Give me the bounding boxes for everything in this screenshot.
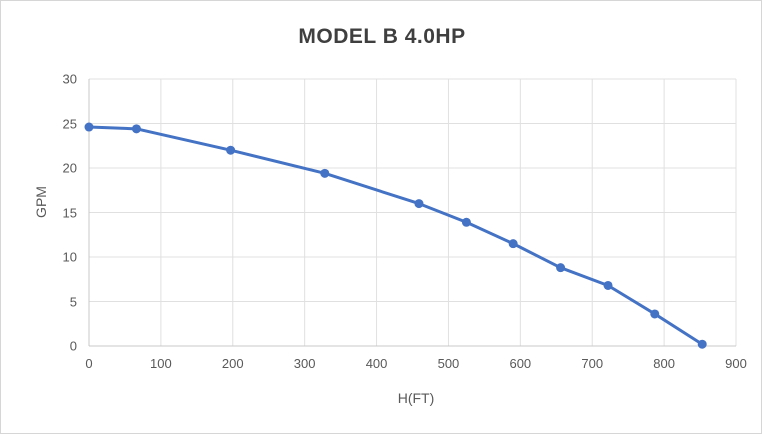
x-tick-label: 900 xyxy=(725,356,747,371)
y-tick-label: 10 xyxy=(62,249,77,265)
data-point-marker xyxy=(508,239,518,249)
y-tick-label: 30 xyxy=(62,71,77,87)
x-tick-label: 500 xyxy=(437,356,460,371)
x-tick-label: 400 xyxy=(365,356,388,371)
data-point-marker xyxy=(697,339,707,349)
data-point-marker xyxy=(226,145,236,155)
x-tick-label: 600 xyxy=(509,356,532,371)
x-tick-label: 0 xyxy=(85,356,93,371)
data-point-marker xyxy=(131,124,141,134)
data-point-marker xyxy=(461,217,471,227)
y-tick-label: 0 xyxy=(69,338,77,354)
x-axis-title: H(FT) xyxy=(397,390,435,406)
data-point-marker xyxy=(603,280,613,290)
data-series-line xyxy=(87,125,704,346)
data-point-marker xyxy=(320,168,330,178)
chart-title: MODEL B 4.0HP xyxy=(298,25,466,48)
x-tick-label: 700 xyxy=(581,356,604,371)
x-tick-label: 100 xyxy=(150,356,172,371)
data-point-marker xyxy=(84,122,94,132)
x-tick-label: 300 xyxy=(293,356,316,371)
y-tick-label: 20 xyxy=(62,160,77,176)
x-tick-label: 800 xyxy=(653,356,675,371)
x-tick-label: 200 xyxy=(221,356,244,371)
data-point-marker xyxy=(650,309,660,319)
y-tick-label: 25 xyxy=(62,116,77,131)
data-point-marker xyxy=(556,263,566,273)
y-tick-label: 5 xyxy=(69,294,77,309)
y-tick-label: 15 xyxy=(62,205,77,220)
data-point-marker xyxy=(414,199,424,209)
